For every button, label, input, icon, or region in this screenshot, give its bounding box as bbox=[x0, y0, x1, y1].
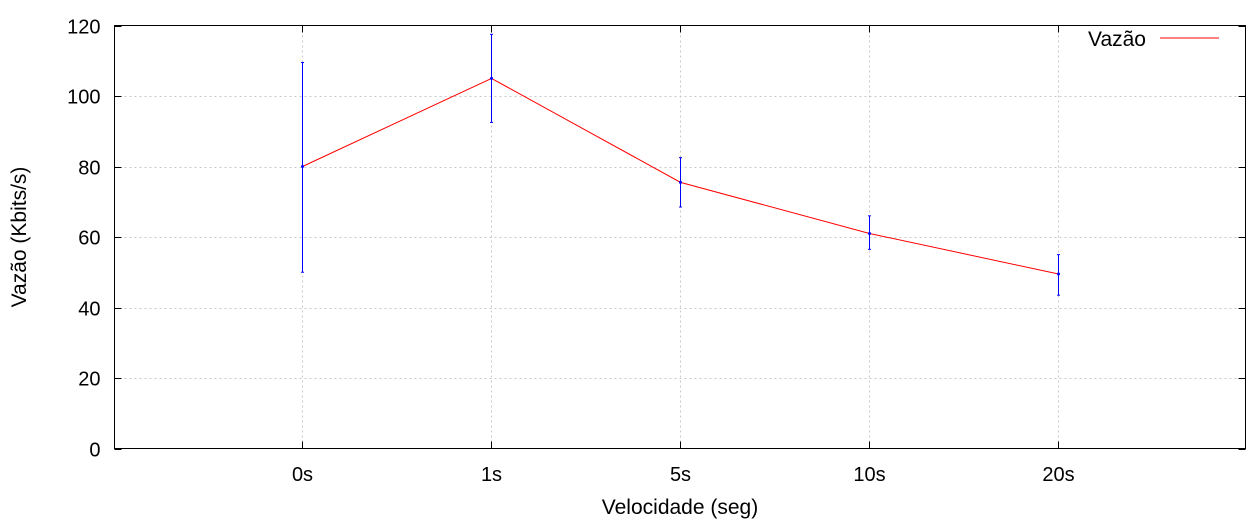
data-point bbox=[679, 180, 682, 184]
axis-ticks bbox=[114, 25, 1246, 450]
x-tick-label: 1s bbox=[481, 464, 502, 486]
y-tick-label: 120 bbox=[67, 17, 100, 39]
y-axis-title: Vazão (Kbits/s) bbox=[8, 167, 31, 308]
x-tick-label: 20s bbox=[1042, 464, 1074, 486]
series-vazao bbox=[301, 33, 1060, 296]
y-tick-labels: 0 20 40 60 80 100 120 bbox=[67, 17, 100, 462]
data-point bbox=[868, 231, 871, 235]
y-tick-label: 100 bbox=[67, 87, 100, 109]
legend: Vazão bbox=[1088, 28, 1219, 51]
data-point bbox=[490, 76, 493, 80]
legend-label-vazao: Vazão bbox=[1088, 28, 1146, 51]
x-tick-label: 5s bbox=[670, 464, 691, 486]
data-point bbox=[301, 165, 304, 168]
data-point bbox=[1057, 272, 1060, 276]
y-tick-label: 60 bbox=[78, 228, 100, 250]
x-tick-label: 0s bbox=[292, 464, 313, 486]
x-axis-title: Velocidade (seg) bbox=[602, 496, 758, 519]
grid-lines bbox=[114, 25, 1246, 449]
y-tick-label: 40 bbox=[78, 299, 100, 321]
y-tick-label: 80 bbox=[78, 158, 100, 180]
x-tick-label: 10s bbox=[853, 464, 885, 486]
y-tick-label: 20 bbox=[78, 369, 100, 391]
y-tick-label: 0 bbox=[89, 440, 100, 462]
x-tick-labels: 0s 1s 5s 10s 20s bbox=[292, 464, 1075, 486]
